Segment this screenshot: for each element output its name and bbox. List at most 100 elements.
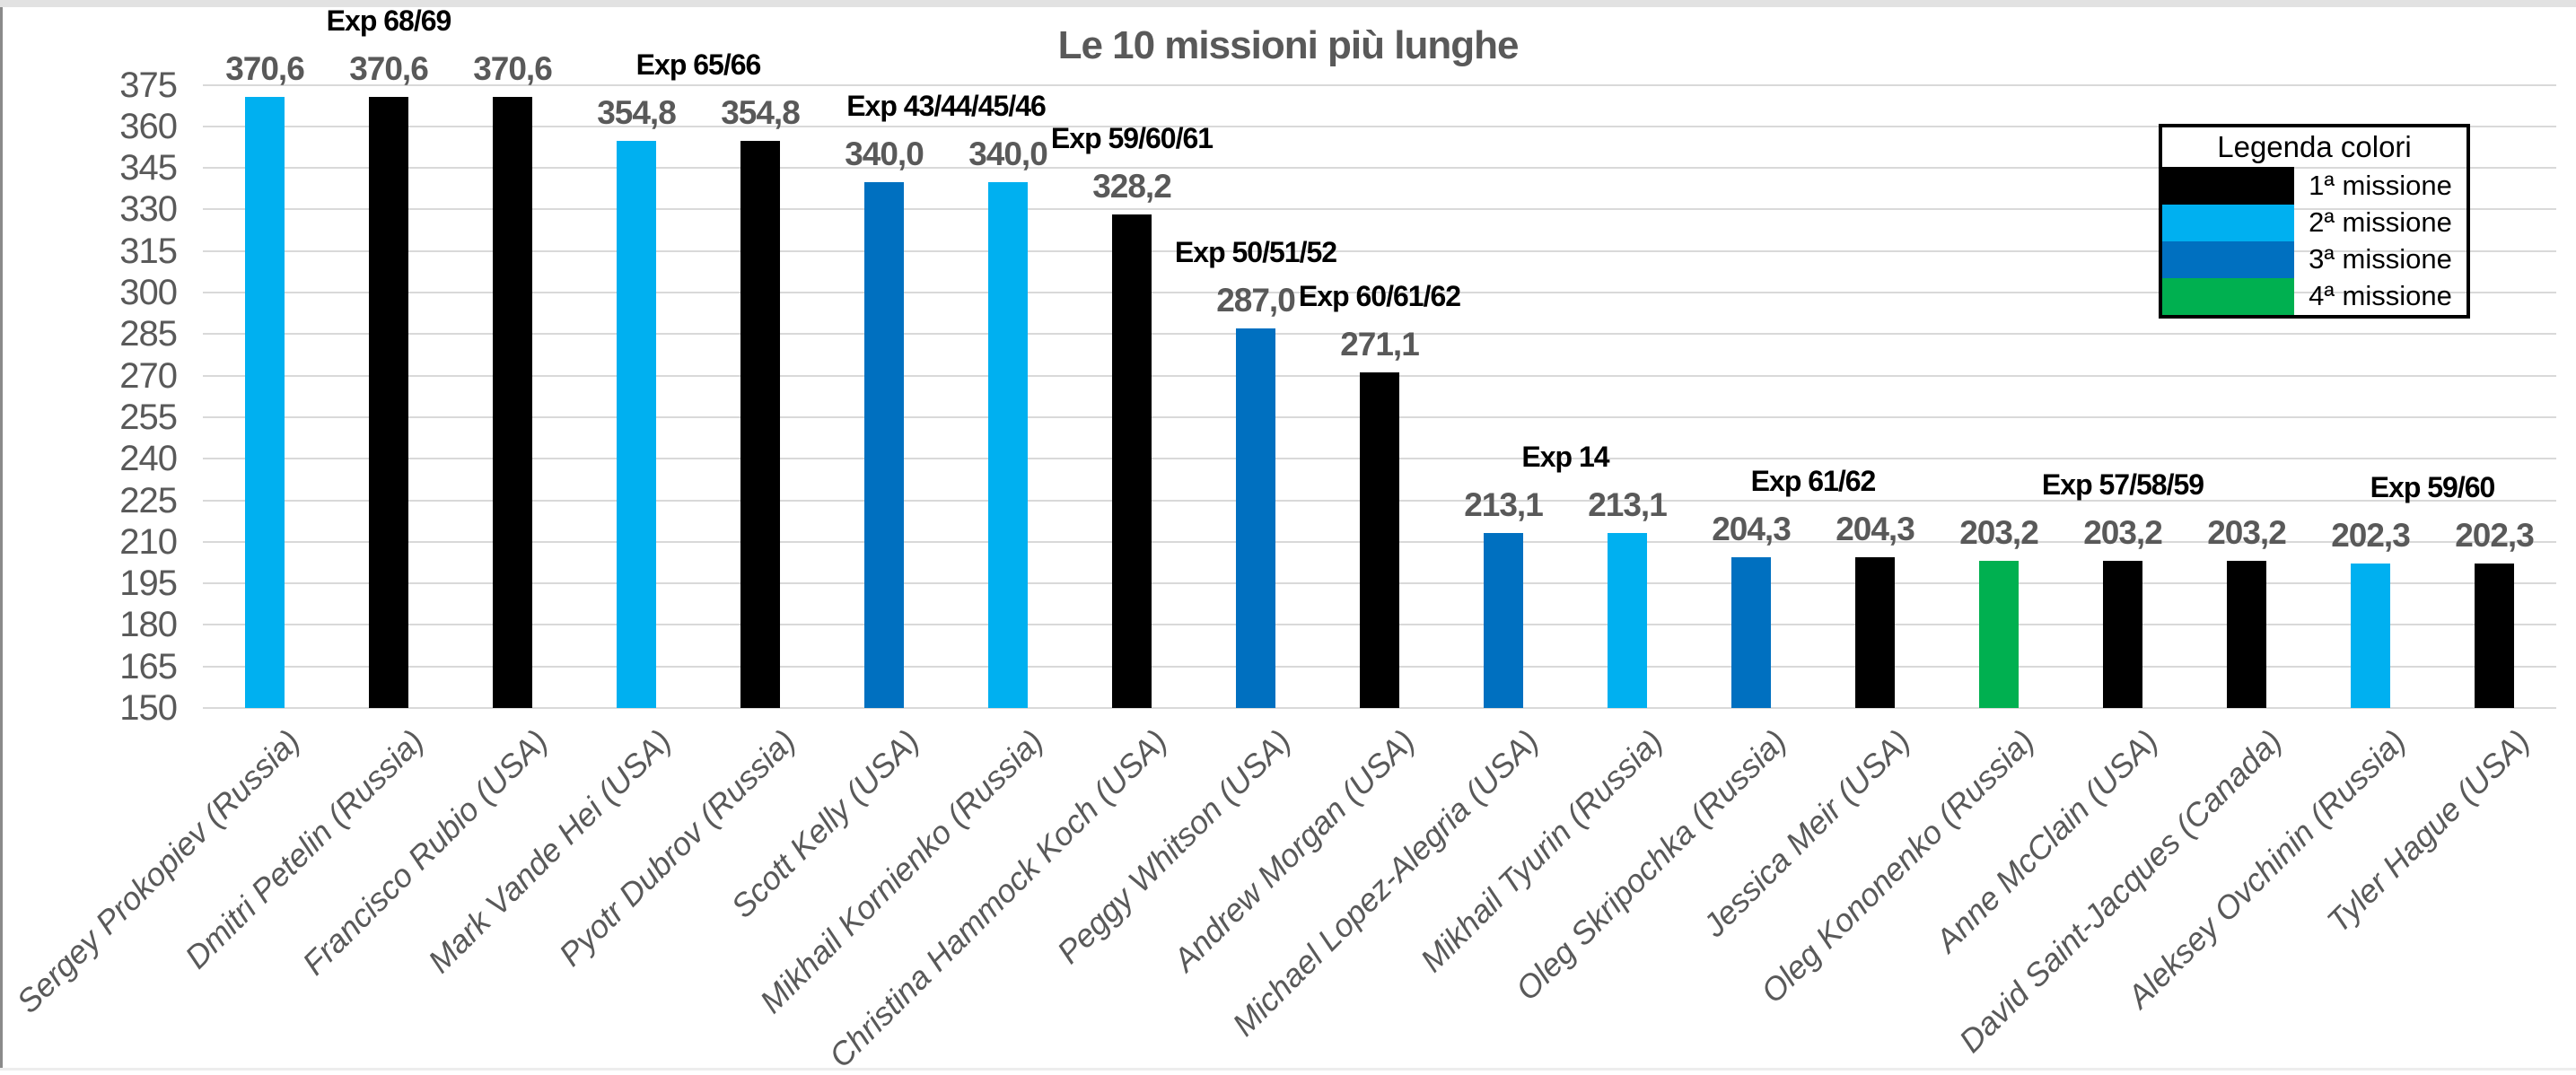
bar-value-label: 213,1 — [1588, 486, 1668, 524]
legend-title: Legenda colori — [2217, 130, 2412, 164]
gridline — [203, 333, 2556, 336]
y-axis-tick-label: 270 — [119, 355, 178, 396]
expedition-annotation: Exp 59/60/61 — [1050, 121, 1214, 154]
bar — [2103, 560, 2142, 708]
bar-value-label: 271,1 — [1340, 326, 1420, 363]
bar-value-label: 287,0 — [1216, 282, 1296, 319]
expedition-annotation: Exp 59/60 — [2370, 470, 2496, 503]
bar-value-label: 213,1 — [1464, 486, 1544, 524]
y-axis-tick-label: 345 — [119, 148, 178, 188]
bar-value-label: 354,8 — [597, 93, 677, 131]
bar — [1731, 557, 1771, 708]
window-top-edge — [0, 0, 2576, 7]
expedition-annotation: Exp 65/66 — [635, 48, 762, 81]
bar — [1979, 560, 2019, 708]
legend-swatch — [2162, 204, 2294, 241]
bar — [1608, 533, 1647, 708]
expedition-annotation: Exp 68/69 — [326, 4, 452, 38]
bar-value-label: 370,6 — [225, 50, 305, 88]
gridline — [203, 167, 2556, 170]
legend-swatch — [2162, 240, 2294, 278]
category-label: Peggy Whitson (USA) — [1049, 722, 1298, 971]
bar-value-label: 204,3 — [1836, 511, 1915, 548]
y-axis-tick-label: 225 — [119, 480, 178, 520]
chart-title: Le 10 missioni più lunghe — [1057, 23, 1520, 67]
y-axis-tick-label: 195 — [119, 564, 178, 604]
bar — [1484, 533, 1523, 708]
y-axis-tick-label: 375 — [119, 65, 178, 105]
y-axis-tick-label: 180 — [119, 605, 178, 645]
expedition-annotation: Exp 50/51/52 — [1174, 236, 1337, 269]
bar-value-label: 340,0 — [968, 135, 1048, 172]
legend-item-label: 2ª missione — [2309, 206, 2452, 239]
y-axis-tick-label: 210 — [119, 521, 178, 562]
bar — [1360, 372, 1399, 708]
y-axis-tick-label: 165 — [119, 646, 178, 686]
bar — [369, 97, 408, 708]
legend-item: 2ª missione — [2162, 204, 2466, 241]
bar — [617, 140, 656, 708]
y-axis-tick-label: 360 — [119, 106, 178, 146]
bar-value-label: 370,6 — [349, 50, 429, 88]
bar-value-label: 340,0 — [845, 135, 924, 172]
legend-item: 3ª missione — [2162, 240, 2466, 278]
legend-item: 4ª missione — [2162, 277, 2466, 315]
bar — [245, 97, 285, 708]
expedition-annotation: Exp 60/61/62 — [1298, 280, 1461, 313]
bar-value-label: 370,6 — [473, 50, 553, 88]
y-axis-tick-label: 240 — [119, 439, 178, 479]
bar-value-label: 204,3 — [1712, 511, 1792, 548]
bar — [2351, 563, 2390, 708]
category-label: Andrew Morgan (USA) — [1165, 722, 1422, 979]
bar-value-label: 354,8 — [721, 93, 801, 131]
y-axis-tick-label: 285 — [119, 314, 178, 354]
bar — [864, 181, 904, 708]
gridline — [203, 83, 2556, 86]
gridline — [203, 292, 2556, 293]
bar-value-label: 202,3 — [2331, 516, 2411, 554]
expedition-annotation: Exp 43/44/45/46 — [846, 89, 1047, 122]
expedition-annotation: Exp 61/62 — [1750, 465, 1877, 498]
window-bottom-edge — [0, 1068, 2576, 1071]
category-label: Tyler Hague (USA) — [2318, 722, 2537, 940]
bar — [1112, 214, 1152, 708]
bar-value-label: 203,2 — [2083, 513, 2163, 551]
bar — [1236, 328, 1275, 708]
window-left-edge — [0, 7, 3, 1071]
gridline — [203, 208, 2556, 211]
expedition-annotation: Exp 14 — [1521, 441, 1609, 474]
y-axis-tick-label: 300 — [119, 273, 178, 312]
category-label: Dmitri Petelin (Russia) — [177, 722, 431, 976]
bar — [1855, 557, 1895, 708]
gridline — [203, 125, 2556, 127]
legend-item: 1ª missione — [2162, 167, 2466, 205]
bar — [740, 140, 780, 708]
bar — [493, 97, 532, 708]
bar-value-label: 203,2 — [1959, 513, 2039, 551]
expedition-annotation: Exp 57/58/59 — [2041, 468, 2204, 501]
category-label: Anne McClain (USA) — [1928, 722, 2165, 959]
bar-value-label: 328,2 — [1092, 167, 1172, 205]
gridline — [203, 249, 2556, 252]
legend-item-label: 3ª missione — [2309, 243, 2452, 275]
legend-swatch — [2162, 167, 2294, 205]
legend: Legenda colori 1ª missione 2ª missione 3ª … — [2159, 124, 2470, 319]
legend-item-label: 4ª missione — [2309, 280, 2452, 312]
y-axis-tick-label: 150 — [119, 688, 178, 728]
category-label: Pyotr Dubrov (Russia) — [551, 722, 802, 974]
bar — [988, 181, 1028, 708]
y-axis-tick-label: 315 — [119, 231, 178, 271]
y-axis-tick-label: 330 — [119, 189, 178, 230]
legend-swatch — [2162, 277, 2294, 315]
category-label: Francisco Rubio (USA) — [294, 722, 555, 983]
bar — [2227, 560, 2266, 708]
category-label: Mikhail Tyurin (Russia) — [1413, 722, 1669, 979]
bar — [2475, 563, 2514, 708]
bar-value-label: 203,2 — [2207, 513, 2287, 551]
bar-value-label: 202,3 — [2455, 516, 2535, 554]
category-label: Mark Vande Hei (USA) — [421, 722, 679, 980]
gridline — [203, 707, 2556, 709]
y-axis-tick-label: 255 — [119, 397, 178, 437]
legend-item-label: 1ª missione — [2309, 170, 2452, 201]
